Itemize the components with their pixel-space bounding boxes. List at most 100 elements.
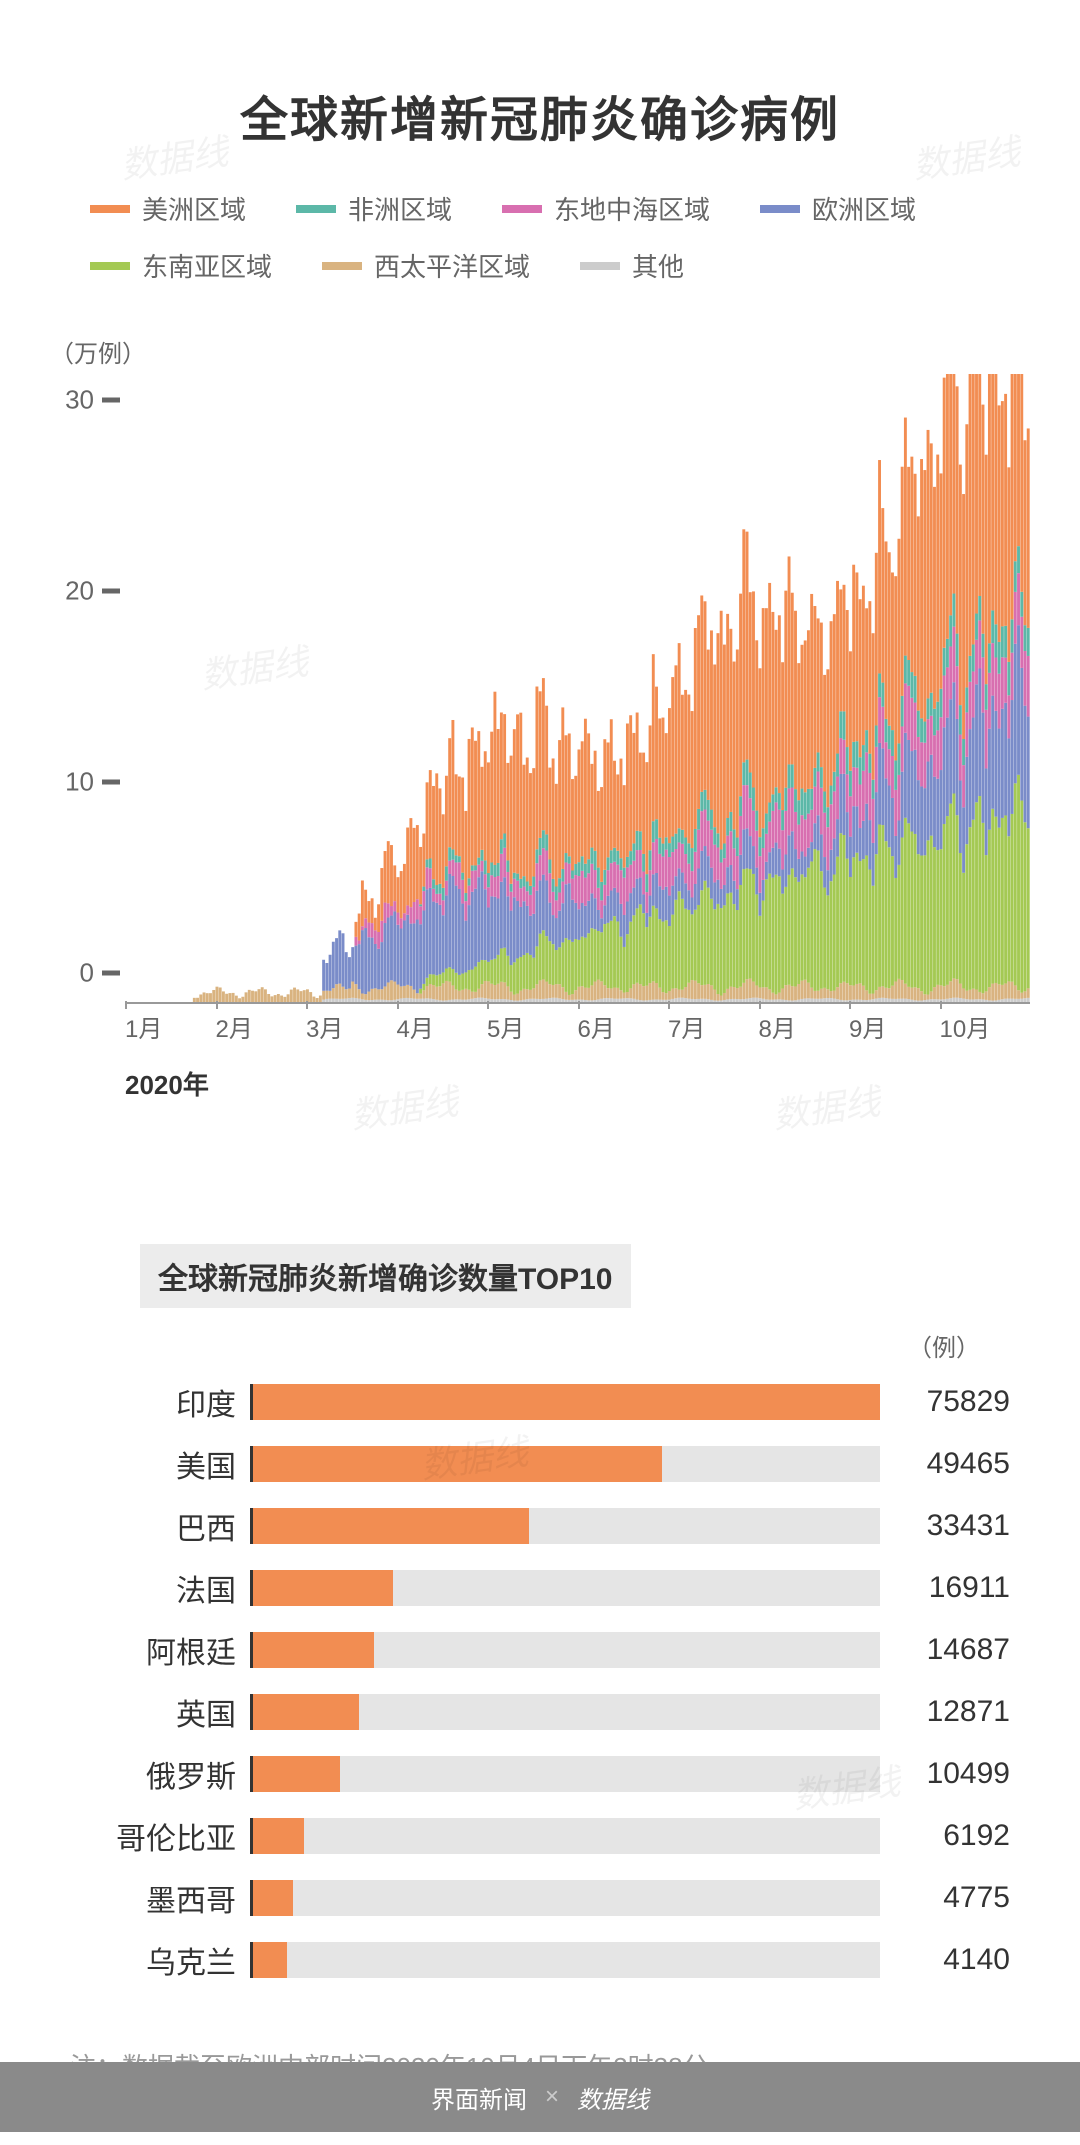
top10-fill	[253, 1632, 374, 1668]
top10-track	[250, 1384, 880, 1420]
top10-subtitle: 全球新冠肺炎新增确诊数量TOP10	[140, 1244, 631, 1308]
legend-swatch	[90, 262, 130, 270]
top10-track	[250, 1570, 880, 1606]
y-tick-label: 30	[65, 385, 94, 416]
top10-row: 印度 75829	[70, 1371, 1010, 1433]
top10-label: 阿根廷	[70, 1628, 250, 1672]
top10-fill	[253, 1818, 304, 1854]
y-tick-mark	[102, 780, 120, 785]
x-axis: 1月2月3月4月5月6月7月8月9月10月	[125, 1009, 1030, 1064]
legend-swatch	[296, 205, 336, 213]
x-tick: 2月	[216, 1009, 307, 1064]
legend-swatch	[502, 205, 542, 213]
legend-swatch	[322, 262, 362, 270]
top10-track	[250, 1632, 880, 1668]
top10-chart: （例） 印度 75829 美国 49465 巴西 33431 法国 16911 …	[70, 1328, 1010, 1991]
legend-item: 东地中海区域	[502, 190, 710, 227]
x-tick: 8月	[759, 1009, 850, 1064]
y-tick-mark	[102, 589, 120, 594]
top10-fill	[253, 1880, 293, 1916]
top10-track	[250, 1880, 880, 1916]
y-tick: 10	[65, 767, 120, 798]
legend-label: 美洲区域	[142, 190, 246, 227]
top10-label: 哥伦比亚	[70, 1814, 250, 1858]
stacked-chart: （万例） 0102030 1月2月3月4月5月6月7月8月9月10月 2020年	[40, 344, 1040, 1064]
top10-row: 巴西 33431	[70, 1495, 1010, 1557]
main-title: 全球新增新冠肺炎确诊病例	[0, 0, 1080, 150]
plot-area	[125, 374, 1030, 1004]
legend-swatch	[760, 205, 800, 213]
x-axis-year: 2020年	[125, 1065, 209, 1102]
footer-right: 数据线	[577, 2080, 649, 2115]
watermark: 数据线	[769, 1073, 883, 1140]
legend-label: 非洲区域	[348, 190, 452, 227]
legend-label: 欧洲区域	[812, 190, 916, 227]
legend: 美洲区域 非洲区域 东地中海区域 欧洲区域 东南亚区域 西太平洋区域 其他	[0, 150, 1080, 314]
y-tick: 30	[65, 385, 120, 416]
top10-row: 阿根廷 14687	[70, 1619, 1010, 1681]
top10-value: 75829	[880, 1385, 1010, 1419]
top10-value: 33431	[880, 1509, 1010, 1543]
watermark: 数据线	[347, 1073, 461, 1140]
footer: 界面新闻 × 数据线	[0, 2062, 1080, 2132]
y-tick: 0	[80, 958, 120, 989]
y-tick-label: 0	[80, 958, 94, 989]
top10-row: 英国 12871	[70, 1681, 1010, 1743]
x-tick: 3月	[306, 1009, 397, 1064]
top10-row: 法国 16911	[70, 1557, 1010, 1619]
legend-label: 西太平洋区域	[374, 247, 530, 284]
legend-label: 东南亚区域	[142, 247, 272, 284]
legend-label: 东地中海区域	[554, 190, 710, 227]
x-tick: 6月	[578, 1009, 669, 1064]
legend-item: 东南亚区域	[90, 247, 272, 284]
top10-fill	[253, 1446, 662, 1482]
top10-value: 49465	[880, 1447, 1010, 1481]
top10-label: 美国	[70, 1442, 250, 1486]
x-tick: 4月	[397, 1009, 488, 1064]
top10-value: 10499	[880, 1757, 1010, 1791]
legend-label: 其他	[632, 247, 684, 284]
top10-row: 乌克兰 4140	[70, 1929, 1010, 1991]
y-tick-label: 20	[65, 576, 94, 607]
x-tick: 1月	[125, 1009, 216, 1064]
top10-label: 英国	[70, 1690, 250, 1734]
legend-item: 其他	[580, 247, 684, 284]
top10-fill	[253, 1756, 340, 1792]
top10-track	[250, 1446, 880, 1482]
top10-label: 法国	[70, 1566, 250, 1610]
top10-label: 印度	[70, 1380, 250, 1424]
top10-track	[250, 1694, 880, 1730]
top10-track	[250, 1756, 880, 1792]
top10-row: 墨西哥 4775	[70, 1867, 1010, 1929]
top10-fill	[253, 1570, 393, 1606]
y-tick-mark	[102, 971, 120, 976]
top10-track	[250, 1508, 880, 1544]
y-axis-unit: （万例）	[50, 334, 146, 369]
top10-value: 6192	[880, 1819, 1010, 1853]
top10-fill	[253, 1384, 880, 1420]
top10-track	[250, 1818, 880, 1854]
top10-value: 14687	[880, 1633, 1010, 1667]
x-tick: 9月	[849, 1009, 940, 1064]
y-tick-label: 10	[65, 767, 94, 798]
x-tick: 7月	[668, 1009, 759, 1064]
top10-value: 12871	[880, 1695, 1010, 1729]
top10-unit: （例）	[70, 1328, 1010, 1363]
top10-fill	[253, 1694, 359, 1730]
top10-label: 乌克兰	[70, 1938, 250, 1982]
footer-left: 界面新闻	[431, 2080, 527, 2115]
legend-swatch	[580, 262, 620, 270]
top10-track	[250, 1942, 880, 1978]
y-axis: 0 10 20 30	[40, 374, 120, 1004]
footer-separator: ×	[545, 2083, 559, 2111]
legend-item: 欧洲区域	[760, 190, 916, 227]
top10-value: 16911	[880, 1571, 1010, 1605]
legend-item: 西太平洋区域	[322, 247, 530, 284]
legend-swatch	[90, 205, 130, 213]
top10-row: 哥伦比亚 6192	[70, 1805, 1010, 1867]
top10-row: 俄罗斯 10499	[70, 1743, 1010, 1805]
top10-row: 美国 49465	[70, 1433, 1010, 1495]
top10-label: 巴西	[70, 1504, 250, 1548]
top10-value: 4775	[880, 1881, 1010, 1915]
legend-item: 美洲区域	[90, 190, 246, 227]
